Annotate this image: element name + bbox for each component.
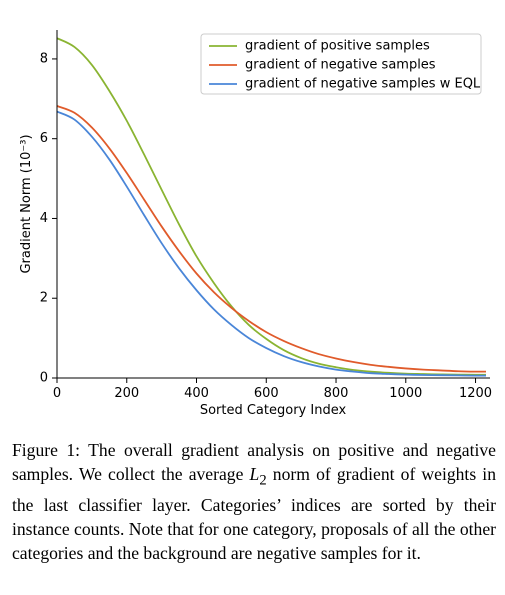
y-tick-label: 4 xyxy=(40,211,48,226)
x-tick-label: 800 xyxy=(324,386,349,401)
x-tick-label: 1200 xyxy=(459,386,492,401)
x-tick-label: 400 xyxy=(184,386,209,401)
legend-label: gradient of positive samples xyxy=(245,39,430,54)
series-negative-line xyxy=(56,105,487,373)
series-positive-line xyxy=(56,37,487,376)
x-axis-label: Sorted Category Index xyxy=(200,403,347,418)
y-tick-label: 8 xyxy=(40,51,48,66)
x-tick-label: 1000 xyxy=(389,386,422,401)
x-ticks: 0 200 400 600 800 1000 1200 xyxy=(53,378,492,401)
legend-box xyxy=(200,33,482,95)
plot-lines xyxy=(56,37,487,377)
legend-label: gradient of negative samples xyxy=(245,58,436,73)
y-axis-label: Gradient Norm (10⁻³) xyxy=(19,134,34,273)
legend-entries: gradient of positive samples gradient of … xyxy=(209,39,481,92)
x-tick-label: 200 xyxy=(114,386,139,401)
axes xyxy=(56,30,490,379)
y-tick-label: 2 xyxy=(40,291,48,306)
y-tick-label: 6 xyxy=(40,131,48,146)
legend-label: gradient of negative samples w EQL xyxy=(245,77,481,92)
figure-caption: Figure 1: The overall gradient analysis … xyxy=(12,438,496,565)
caption-math: L xyxy=(249,464,260,484)
y-tick-label: 0 xyxy=(40,371,48,386)
series-negative-eql-line xyxy=(56,110,487,377)
legend: gradient of positive samples gradient of … xyxy=(200,33,482,95)
caption-suffix: norm of gradient of weights in the last … xyxy=(12,464,496,563)
x-tick-label: 600 xyxy=(254,386,279,401)
y-ticks: 0 2 4 6 8 xyxy=(40,51,57,386)
caption-prefix: Figure 1: The overall gradient analysis … xyxy=(12,440,496,484)
x-tick-label: 0 xyxy=(53,386,61,401)
caption-math-subscript: 2 xyxy=(259,472,267,489)
gradient-chart: 0 200 400 600 800 1000 1200 0 2 4 6 8 Sorted Categ… xyxy=(19,30,492,418)
